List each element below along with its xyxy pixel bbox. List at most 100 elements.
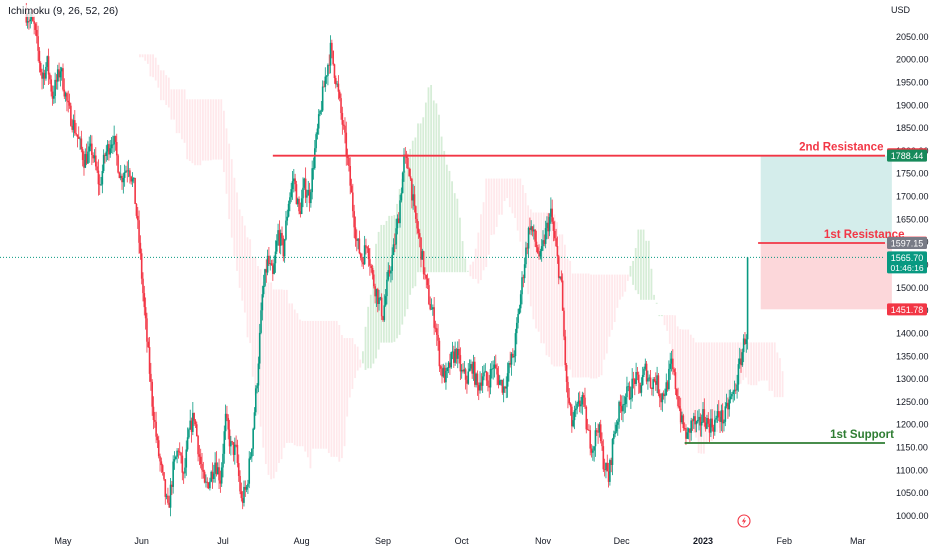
candle-body bbox=[660, 397, 662, 403]
candle-body bbox=[100, 184, 102, 186]
cloud-segment bbox=[327, 320, 330, 454]
cloud-segment bbox=[314, 320, 317, 449]
candle-body bbox=[715, 417, 717, 420]
candle-body bbox=[527, 227, 530, 249]
candle-body bbox=[670, 358, 673, 364]
cloud-segment bbox=[624, 274, 627, 292]
cloud-segment bbox=[162, 70, 165, 101]
candle bbox=[463, 361, 466, 374]
cloud-segment bbox=[556, 222, 558, 367]
price-tag-box bbox=[887, 303, 927, 316]
candle-body bbox=[610, 460, 612, 465]
candle-body bbox=[369, 259, 371, 266]
candle bbox=[237, 454, 240, 482]
candle-body bbox=[458, 348, 460, 356]
candle bbox=[316, 123, 319, 140]
candle bbox=[84, 148, 87, 169]
time-axis[interactable]: May Jun Jul Aug Sep Oct Nov Dec 2023 Feb Mar bbox=[54, 536, 865, 546]
candle bbox=[664, 388, 666, 404]
candle-body bbox=[378, 297, 380, 304]
horizontal-levels[interactable]: 2nd Resistance 1st Resistance 1st Support bbox=[272, 142, 905, 444]
candle bbox=[113, 125, 115, 153]
candle bbox=[140, 248, 143, 285]
candle bbox=[555, 228, 557, 247]
candle-body bbox=[605, 462, 607, 470]
time-tick-label: Jul bbox=[217, 536, 229, 546]
candle-body bbox=[316, 128, 319, 135]
candle bbox=[656, 366, 658, 394]
candle bbox=[738, 347, 741, 369]
candle-body bbox=[459, 355, 462, 372]
candle bbox=[460, 364, 463, 379]
indicator-legend[interactable]: Ichimoku (9, 26, 52, 26) bbox=[6, 5, 121, 17]
candle-body bbox=[178, 451, 181, 453]
price-tick-label: 1100.00 bbox=[896, 465, 928, 475]
candle bbox=[310, 188, 312, 208]
candle bbox=[160, 457, 163, 473]
candle bbox=[515, 317, 518, 345]
candle bbox=[679, 397, 682, 433]
candle-body bbox=[720, 410, 723, 422]
1st-support-label: 1st Support bbox=[830, 429, 894, 441]
candle-body bbox=[290, 189, 292, 198]
candle-body bbox=[157, 440, 160, 457]
candle bbox=[698, 409, 700, 431]
cloud-segment bbox=[354, 344, 356, 379]
candle bbox=[151, 379, 153, 416]
cloud-segment bbox=[330, 320, 333, 457]
candle bbox=[618, 400, 620, 429]
candle-body bbox=[550, 208, 552, 217]
candle-body bbox=[146, 318, 148, 342]
candle-body bbox=[741, 352, 744, 366]
candle-body bbox=[138, 220, 140, 243]
candle bbox=[654, 372, 657, 391]
candle-body bbox=[481, 376, 484, 386]
candle bbox=[441, 364, 443, 384]
candle bbox=[224, 404, 227, 440]
price-tick-label: 1850.00 bbox=[896, 123, 929, 133]
candle bbox=[386, 271, 388, 305]
cloud-segment bbox=[498, 178, 501, 215]
candle bbox=[609, 458, 611, 486]
candle-body bbox=[172, 461, 174, 487]
cloud-segment bbox=[729, 342, 732, 396]
cloud-segment bbox=[196, 99, 199, 166]
candle-body bbox=[580, 404, 582, 407]
candle-body bbox=[262, 285, 265, 295]
candle-body bbox=[523, 264, 526, 279]
candle bbox=[370, 263, 372, 273]
candle bbox=[295, 180, 298, 205]
candle-body bbox=[395, 228, 397, 245]
candle-body bbox=[28, 21, 30, 22]
candle-body bbox=[573, 410, 576, 421]
candle bbox=[538, 244, 540, 260]
candle bbox=[92, 152, 94, 163]
price-axis[interactable]: 2050.002000.001950.001900.001850.001800.… bbox=[896, 32, 929, 521]
candle bbox=[308, 182, 311, 212]
candle bbox=[526, 242, 529, 255]
price-tag-value: 1565.70 bbox=[891, 253, 924, 263]
candle-body bbox=[306, 195, 308, 198]
candle-body bbox=[350, 185, 353, 193]
candle-body bbox=[691, 420, 694, 422]
candle bbox=[634, 377, 636, 396]
cloud-segment bbox=[616, 274, 619, 308]
candle bbox=[395, 218, 397, 250]
candle-body bbox=[536, 247, 539, 253]
candle-body bbox=[232, 442, 235, 455]
cloud-segment bbox=[637, 229, 640, 295]
candle-body bbox=[707, 417, 710, 424]
candle bbox=[512, 348, 514, 358]
candle bbox=[171, 480, 173, 496]
candle-body bbox=[728, 399, 731, 410]
cloud-segment bbox=[629, 265, 632, 277]
candle bbox=[303, 177, 306, 190]
candle bbox=[401, 171, 404, 194]
candle-body bbox=[247, 483, 249, 487]
long-position-tool[interactable] bbox=[760, 155, 892, 310]
candle-body bbox=[101, 170, 104, 185]
candle-body bbox=[745, 339, 748, 344]
flash-icon[interactable] bbox=[737, 514, 751, 528]
